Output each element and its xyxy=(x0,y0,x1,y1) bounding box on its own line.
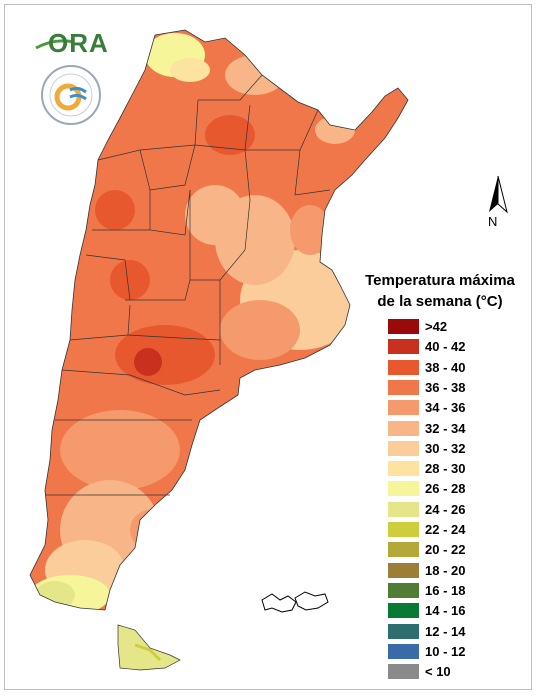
country-outline xyxy=(29,29,409,611)
legend-item: 30 - 32 xyxy=(388,440,538,460)
legend-label: 14 - 16 xyxy=(425,603,466,619)
malvinas-islands xyxy=(261,591,329,613)
legend-swatch xyxy=(388,461,419,477)
legend-item: 16 - 18 xyxy=(388,582,538,602)
legend-item: 32 - 34 xyxy=(388,420,538,440)
legend-label: 10 - 12 xyxy=(425,643,466,659)
legend-swatch xyxy=(388,481,419,497)
legend-item: 26 - 28 xyxy=(388,480,538,500)
legend-label: 22 - 24 xyxy=(425,522,466,537)
legend-item: 20 - 22 xyxy=(388,541,538,561)
tierra-del-fuego xyxy=(117,624,181,671)
legend-swatch xyxy=(388,501,419,517)
legend-label: 20 - 22 xyxy=(425,542,466,558)
legend-item: 18 - 20 xyxy=(388,562,538,582)
legend-title: Temperatura máxima de la semana (°C) xyxy=(340,270,538,312)
legend-swatch xyxy=(388,623,419,639)
legend-swatch xyxy=(388,562,419,578)
map-frame xyxy=(4,4,532,690)
legend-item: 40 - 42 xyxy=(388,338,538,358)
legend-item: < 10 xyxy=(388,663,538,683)
legend-swatch xyxy=(388,400,419,416)
legend-item: 38 - 40 xyxy=(388,359,538,379)
legend-item: 36 - 38 xyxy=(388,379,538,399)
province-borders xyxy=(45,74,331,496)
legend-swatch xyxy=(388,420,419,436)
legend-label: < 10 xyxy=(425,664,451,680)
north-arrow-icon xyxy=(489,175,508,214)
legend-swatch xyxy=(388,359,419,375)
legend-swatch xyxy=(388,440,419,456)
legend-title-line1: Temperatura máxima xyxy=(365,272,515,289)
legend-swatch xyxy=(388,664,419,680)
legend-label: 18 - 20 xyxy=(425,562,466,578)
legend-label: 40 - 42 xyxy=(425,339,466,355)
legend-item: 12 - 14 xyxy=(388,623,538,643)
legend-item: 28 - 30 xyxy=(388,460,538,480)
legend-label: 38 - 40 xyxy=(425,359,466,375)
legend-label: 34 - 36 xyxy=(425,400,466,416)
smn-logo xyxy=(41,65,101,125)
legend-swatch xyxy=(388,379,419,395)
legend-swatch xyxy=(388,339,419,355)
legend-label: 36 - 38 xyxy=(425,379,466,395)
legend-swatch xyxy=(388,542,419,558)
legend-label: 32 - 34 xyxy=(425,420,466,436)
legend-item: >42 xyxy=(388,318,538,338)
legend-item: 14 - 16 xyxy=(388,602,538,622)
ora-logo-text: ORA xyxy=(48,28,109,58)
legend-item: 24 - 26 xyxy=(388,501,538,521)
legend-swatch xyxy=(388,319,419,334)
legend-label: 30 - 32 xyxy=(425,440,466,456)
legend-label: >42 xyxy=(425,319,448,334)
north-label: N xyxy=(488,214,498,229)
legend-swatch xyxy=(388,603,419,619)
legend-swatch xyxy=(388,643,419,659)
legend-label: 16 - 18 xyxy=(425,582,466,598)
legend-title-line2: de la semana (°C) xyxy=(377,293,503,310)
legend-swatch xyxy=(388,522,419,537)
ora-logo xyxy=(35,39,75,50)
legend-label: 24 - 26 xyxy=(425,501,466,517)
legend-item: 22 - 24 xyxy=(388,521,538,541)
legend-swatch xyxy=(388,582,419,598)
legend-label: 26 - 28 xyxy=(425,481,466,497)
legend-label: 28 - 30 xyxy=(425,461,466,477)
legend-label: 12 - 14 xyxy=(425,623,466,639)
legend-item: 34 - 36 xyxy=(388,399,538,419)
legend-item: 10 - 12 xyxy=(388,643,538,663)
